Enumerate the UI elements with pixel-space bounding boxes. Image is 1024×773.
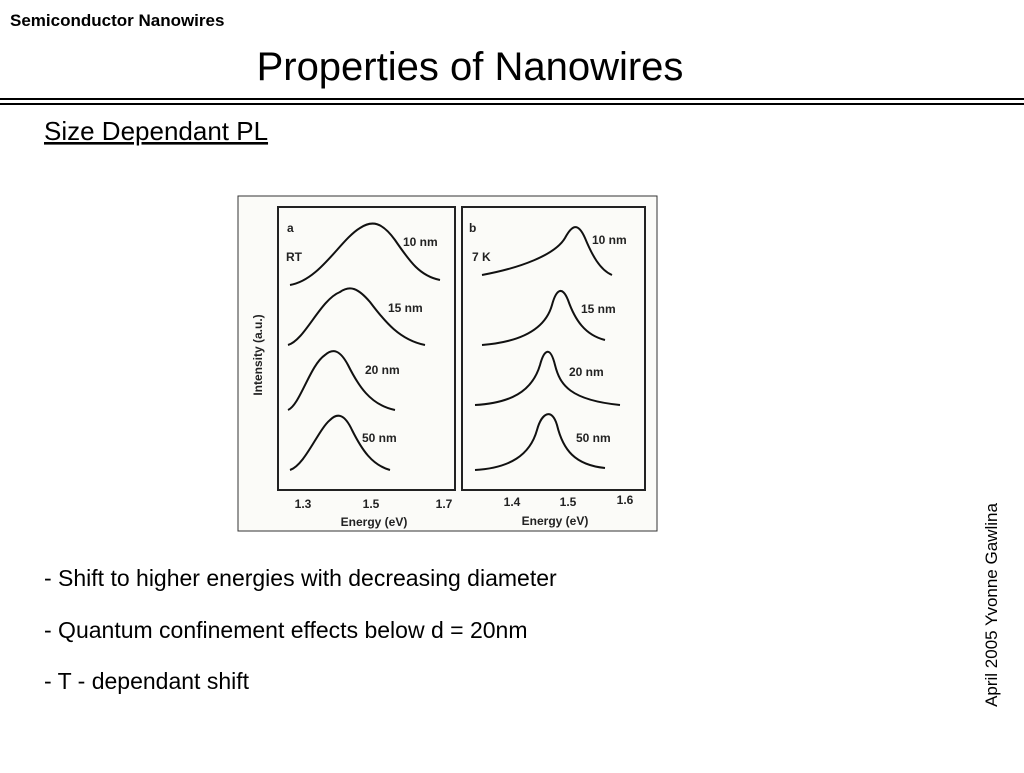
tick-label: 1.5 <box>363 497 380 511</box>
curve-label: 10 nm <box>403 235 438 249</box>
panel-letter: b <box>469 221 476 235</box>
curve-label: 50 nm <box>576 431 611 445</box>
curve-label: 20 nm <box>365 363 400 377</box>
panel-condition: RT <box>286 250 303 264</box>
panel-condition: 7 K <box>472 250 491 264</box>
spectrum-curve <box>289 222 441 286</box>
tick-label: 1.5 <box>560 495 577 509</box>
spectrum-curve <box>289 414 391 471</box>
panel-frame <box>461 206 646 491</box>
bullet: - Quantum confinement effects below d = … <box>44 617 527 643</box>
spectrum-curve <box>287 287 426 346</box>
panel-frame <box>277 206 456 491</box>
spectrum-curve <box>481 290 606 346</box>
x-axis-label: Energy (eV) <box>522 514 589 528</box>
figure: Intensity (a.u.) a RT 1.3 1.5 1.7 Energy… <box>237 195 658 532</box>
tick-label: 1.4 <box>504 495 521 509</box>
curve-label: 50 nm <box>362 431 397 445</box>
curve-label: 20 nm <box>569 365 604 379</box>
tick-label: 1.3 <box>295 497 312 511</box>
section-header: Semiconductor Nanowires <box>10 11 224 30</box>
tick-label: 1.7 <box>436 497 453 511</box>
curve-label: 15 nm <box>388 301 423 315</box>
spectrum-curve <box>474 350 621 406</box>
spectrum-curve <box>481 226 613 276</box>
spectrum-curve <box>287 350 396 411</box>
x-axis-label: Energy (eV) <box>341 515 408 529</box>
bullet: - T - dependant shift <box>44 668 250 694</box>
spectrum-curve <box>474 413 606 471</box>
panel-letter: a <box>287 221 294 235</box>
subtitle: Size Dependant PL <box>44 116 268 146</box>
footer: April 2005 Yvonne Gawlina <box>982 503 1001 707</box>
curve-label: 10 nm <box>592 233 627 247</box>
curve-label: 15 nm <box>581 302 616 316</box>
bullet: - Shift to higher energies with decreasi… <box>44 565 557 591</box>
figure-frame <box>237 195 658 532</box>
tick-label: 1.6 <box>617 493 634 507</box>
slide-title: Properties of Nanowires <box>257 45 684 89</box>
y-axis-label: Intensity (a.u.) <box>251 314 265 395</box>
